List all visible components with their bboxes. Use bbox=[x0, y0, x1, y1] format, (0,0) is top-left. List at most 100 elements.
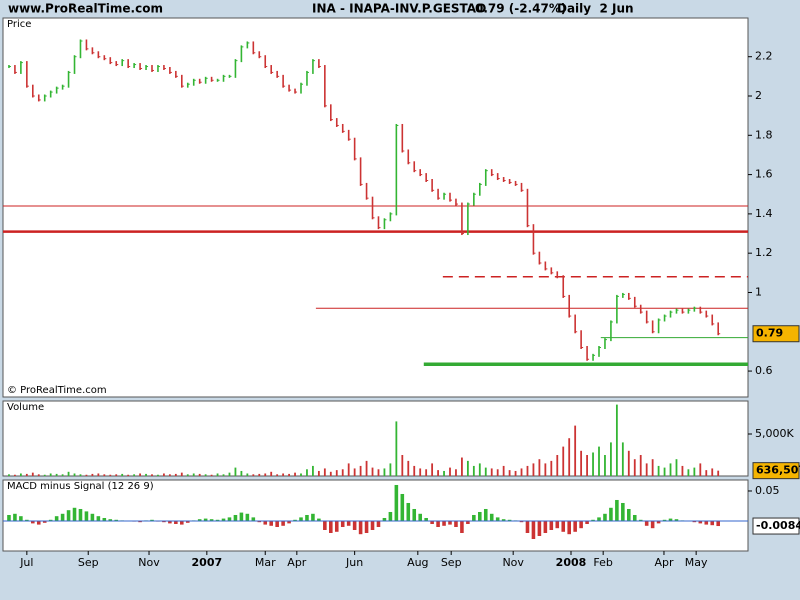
volume-bar bbox=[19, 473, 22, 476]
volume-bar bbox=[717, 470, 720, 476]
macd-bar bbox=[287, 520, 291, 524]
macd-bar bbox=[227, 517, 232, 521]
volume-bar bbox=[288, 473, 290, 476]
volume-bar bbox=[377, 469, 380, 476]
volume-bar bbox=[14, 474, 16, 476]
x-tick-label: Apr bbox=[287, 556, 307, 569]
volume-bar bbox=[157, 474, 159, 476]
macd-bar bbox=[299, 517, 303, 521]
panel-title: Price bbox=[7, 19, 31, 30]
macd-bar bbox=[591, 519, 595, 521]
y-tick-label: 5,000K bbox=[755, 427, 794, 440]
volume-bar bbox=[365, 460, 368, 476]
macd-bar bbox=[412, 508, 417, 521]
macd-bar bbox=[168, 520, 172, 524]
macd-bar bbox=[543, 520, 548, 533]
volume-bar bbox=[568, 438, 571, 476]
macd-bar bbox=[263, 520, 268, 525]
macd-bar bbox=[525, 520, 530, 533]
macd-bar bbox=[257, 520, 262, 523]
macd-bar bbox=[7, 514, 11, 521]
macd-bar bbox=[704, 520, 709, 525]
x-tick-label: Sep bbox=[441, 556, 462, 569]
macd-bar bbox=[180, 520, 184, 525]
volume-bar bbox=[216, 473, 219, 476]
macd-bar bbox=[537, 520, 542, 536]
macd-bar bbox=[621, 502, 625, 521]
volume-bar bbox=[294, 472, 296, 476]
macd-bar bbox=[311, 513, 315, 521]
macd-bar bbox=[60, 513, 65, 521]
macd-bar bbox=[36, 520, 41, 525]
y-tick-label: 0.6 bbox=[755, 364, 773, 377]
volume-bar bbox=[693, 467, 696, 476]
volume-bar bbox=[496, 469, 499, 476]
volume-bar bbox=[258, 473, 261, 476]
volume-bar bbox=[139, 473, 141, 476]
volume-bar bbox=[49, 473, 52, 476]
macd-bar bbox=[114, 519, 119, 521]
volume-bar bbox=[234, 467, 237, 476]
macd-bar bbox=[90, 513, 95, 521]
y-tick-label: 1.4 bbox=[755, 207, 773, 220]
macd-bar bbox=[716, 520, 720, 527]
volume-bar bbox=[490, 468, 493, 476]
y-tick-label: 2.2 bbox=[755, 50, 773, 63]
macd-bar bbox=[138, 520, 142, 523]
x-tick-label: Nov bbox=[138, 556, 160, 569]
macd-bar bbox=[150, 519, 154, 521]
volume-bar bbox=[580, 450, 583, 476]
macd-bar bbox=[364, 520, 369, 533]
volume-bar bbox=[615, 404, 618, 476]
macd-bar bbox=[418, 513, 422, 521]
volume-bar bbox=[508, 470, 511, 476]
volume-bar bbox=[31, 472, 34, 476]
volume-bar bbox=[246, 473, 249, 476]
macd-bar bbox=[185, 520, 190, 523]
macd-bar bbox=[317, 518, 321, 521]
y-tick-label: 1.8 bbox=[755, 128, 773, 141]
macd-bar bbox=[305, 514, 309, 521]
volume-bar bbox=[598, 446, 600, 476]
macd-bar bbox=[424, 517, 428, 521]
volume-bar bbox=[151, 474, 153, 476]
volume-bar bbox=[43, 474, 46, 476]
macd-bar bbox=[233, 514, 238, 521]
volume-bar bbox=[687, 469, 690, 476]
volume-bar bbox=[276, 474, 279, 476]
quote: 0.79 (-2.47%) bbox=[475, 2, 566, 16]
volume-bar bbox=[437, 470, 439, 476]
x-tick-label: 2008 bbox=[556, 556, 587, 569]
volume-bar bbox=[610, 442, 612, 476]
macd-bar bbox=[698, 520, 703, 524]
volume-bar bbox=[532, 463, 535, 476]
x-tick-label: Mar bbox=[255, 556, 276, 569]
volume-bar bbox=[651, 459, 654, 476]
volume-bar bbox=[669, 463, 672, 476]
macd-bar bbox=[400, 493, 405, 521]
macd-bar bbox=[66, 510, 71, 521]
x-tick-label: Jul bbox=[19, 556, 33, 569]
volume-bar bbox=[699, 463, 702, 476]
volume-bar bbox=[264, 473, 267, 476]
volume-bar bbox=[240, 470, 243, 476]
x-tick-label: 2007 bbox=[192, 556, 223, 569]
volume-bar bbox=[675, 459, 678, 476]
volume-bar bbox=[359, 465, 362, 476]
volume-bar bbox=[329, 471, 332, 476]
macd-bar bbox=[376, 520, 381, 527]
macd-bar bbox=[454, 520, 458, 527]
macd-bar bbox=[489, 513, 494, 521]
panel-title: MACD minus Signal (12 26 9) bbox=[7, 481, 154, 492]
macd-bar bbox=[352, 520, 357, 530]
volume-bar bbox=[163, 473, 165, 476]
last-value-label: -0.0084 bbox=[756, 519, 800, 532]
volume-bar bbox=[371, 467, 374, 476]
macd-bar bbox=[323, 520, 327, 530]
volume-bar bbox=[67, 471, 70, 476]
macd-bar bbox=[340, 520, 345, 527]
macd-bar bbox=[293, 519, 297, 521]
macd-bar bbox=[54, 516, 59, 521]
macd-bar bbox=[19, 516, 23, 521]
macd-bar bbox=[644, 520, 649, 526]
